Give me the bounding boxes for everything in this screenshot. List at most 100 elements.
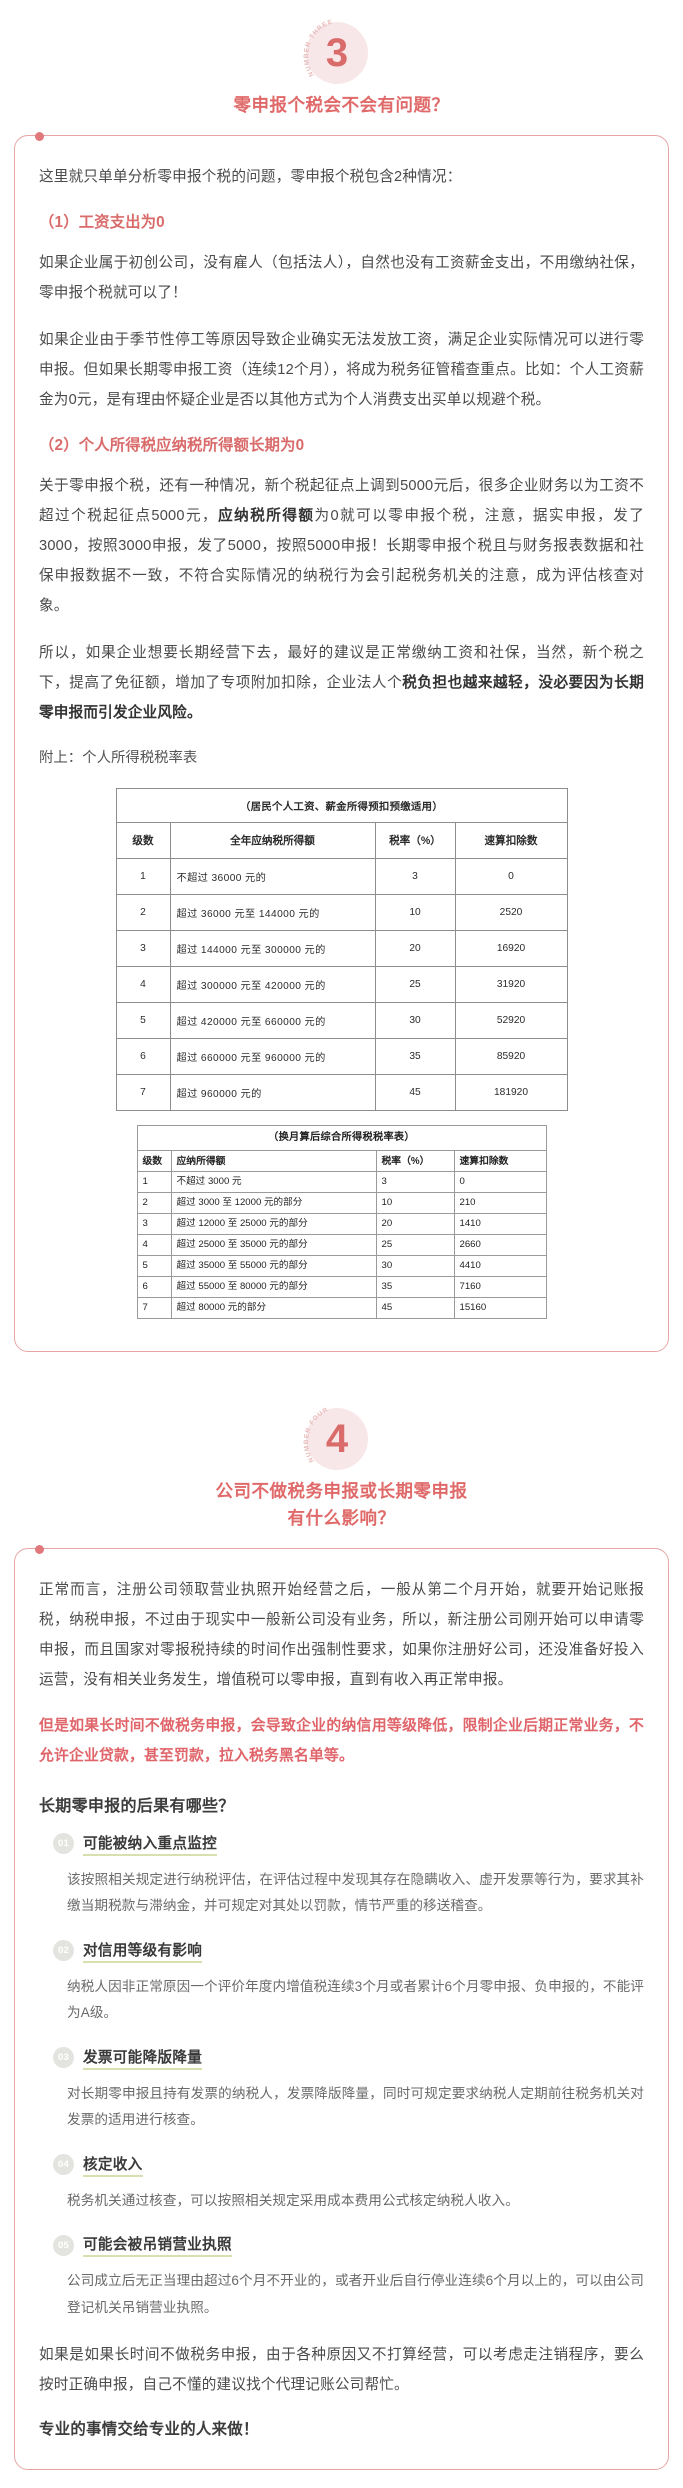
table-row: 7 超过 80000 元的部分 45 15160 xyxy=(136,1297,547,1319)
sub2-p1-text-b: 为0就可以零申报个税，注意，据实申报，发了3000，按照3000申报，发了500… xyxy=(39,507,645,614)
tax-table-1-caption-row: （居民个人工资、薪金所得预扣预缴适用） xyxy=(115,788,568,824)
tax-table-2-caption-row: （换月算后综合所得税税率表） xyxy=(136,1125,547,1152)
tax-table-2-caption: （换月算后综合所得税税率表） xyxy=(136,1125,547,1152)
badge-circle-shape xyxy=(305,22,368,84)
section-4-header: NUMBER FOUR 4 公司不做税务申报或长期零申报 有什么影响？ xyxy=(0,1386,683,1542)
section-4-paragraph-1: 正常而言，注册公司领取营业执照开始经营之后，一般从第二个月开始，就要开始记账报税… xyxy=(39,1582,644,1689)
cell-amount: 超过 420000 元至 660000 元的 xyxy=(169,1002,376,1040)
section-4-warning-text: 但是如果长时间不做税务申报，会导致企业的纳信用等级降低，限制企业后期正常业务，不… xyxy=(39,1718,644,1765)
th-level: 级数 xyxy=(115,822,171,860)
table-row: 1 不超过 3000 元 3 0 xyxy=(136,1171,547,1194)
cell-deduction: 85920 xyxy=(454,1038,568,1076)
influence-item-head: 03 发票可能降版降量 xyxy=(39,2046,644,2070)
influence-item-head: 04 核定收入 xyxy=(39,2153,644,2177)
cell-amount: 超过 3000 至 12000 元的部分 xyxy=(170,1192,377,1215)
table-row: 7 超过 960000 元的 45 181920 xyxy=(115,1074,568,1112)
cell-level: 6 xyxy=(136,1276,172,1299)
cell-rate: 35 xyxy=(374,1038,456,1076)
cell-amount: 超过 55000 至 80000 元的部分 xyxy=(170,1276,377,1299)
th-rate: 税率（%） xyxy=(374,822,456,860)
section-4-title: 公司不做税务申报或长期零申报 有什么影响？ xyxy=(0,1478,683,1542)
item-body: 税务机关通过核查，可以按照相关规定采用成本费用公式核定纳税人收入。 xyxy=(67,2192,519,2208)
cell-rate: 20 xyxy=(375,1213,455,1236)
section-4-title-line-1: 公司不做税务申报或长期零申报 xyxy=(215,1480,468,1501)
section-4-title-line-2: 有什么影响？ xyxy=(287,1508,396,1529)
section-4-paragraph-last: 如果是如果长时间不做税务申报，由于各种原因又不打算经营，可以考虑走注销程序，要么… xyxy=(39,2347,644,2394)
tax-table-2-body: （换月算后综合所得税税率表） 级数 应纳所得额 税率（%） 速算扣除数 1 不超… xyxy=(136,1125,547,1319)
table-row: 3 超过 12000 至 25000 元的部分 20 1410 xyxy=(136,1213,547,1236)
sub2-p1-emphasis: 应纳税所得额 xyxy=(218,507,315,524)
table-row: 2 超过 36000 元至 144000 元的 10 2520 xyxy=(115,894,568,932)
section-spacer xyxy=(0,1352,683,1386)
cell-amount: 超过 144000 元至 300000 元的 xyxy=(169,930,376,968)
cell-amount: 超过 36000 元至 144000 元的 xyxy=(169,894,376,932)
section-4-question: 长期零申报的后果有哪些？ xyxy=(39,1797,235,1815)
section-3-sub2-heading: （2）个人所得税应纳税所得额长期为0 xyxy=(39,437,305,455)
section-3-sub1-heading: （1）工资支出为0 xyxy=(39,214,165,232)
item-title: 核定收入 xyxy=(83,2153,143,2177)
table-row: 6 超过 660000 元至 960000 元的 35 85920 xyxy=(115,1038,568,1076)
cell-rate: 10 xyxy=(374,894,456,932)
item-body: 对长期零申报且持有发票的纳税人，发票降版降量，同时可规定要求纳税人定期前往税务机… xyxy=(67,2085,644,2128)
influence-item-head: 05 可能会被吊销营业执照 xyxy=(39,2233,644,2258)
table-row: 5 超过 420000 元至 660000 元的 30 52920 xyxy=(115,1002,568,1040)
cell-level: 1 xyxy=(136,1171,172,1194)
cell-deduction: 4410 xyxy=(453,1255,547,1278)
th-deduction: 速算扣除数 xyxy=(453,1150,547,1173)
table-row: 6 超过 55000 至 80000 元的部分 35 7160 xyxy=(136,1276,547,1299)
cell-amount: 超过 960000 元的 xyxy=(169,1074,376,1112)
cell-level: 3 xyxy=(136,1213,172,1236)
cell-level: 6 xyxy=(115,1038,171,1076)
badge-number-3: 3 xyxy=(325,31,348,75)
section-3-sub2-paragraph-1: 关于零申报个税，还有一种情况，新个税起征点上调到5000元后，很多企业财务以为工… xyxy=(39,471,644,621)
cell-level: 2 xyxy=(115,894,171,932)
section-3-sub1-paragraph-1: 如果企业属于初创公司，没有雇人（包括法人），自然也没有工资薪金支出，不用缴纳社保… xyxy=(39,254,644,301)
item-body: 纳税人因非正常原因一个评价年度内增值税连续3个月或者累计6个月零申报、负申报的，… xyxy=(67,1978,644,2021)
cell-level: 3 xyxy=(115,930,171,968)
item-title: 可能被纳入重点监控 xyxy=(83,1832,218,1856)
cell-level: 1 xyxy=(115,858,171,896)
item-number-badge: 04 xyxy=(53,2154,74,2176)
cell-deduction: 1410 xyxy=(453,1213,547,1236)
sub2-p2-text-a: 所以，如果企业想要长期经营下去，最好的建议是正常缴纳工资和社保，当然，新个税之下… xyxy=(39,644,644,691)
cell-level: 5 xyxy=(136,1255,172,1278)
cell-rate: 45 xyxy=(375,1297,455,1319)
cell-rate: 30 xyxy=(375,1255,455,1278)
tax-table-monthly: （换月算后综合所得税税率表） 级数 应纳所得额 税率（%） 速算扣除数 1 不超… xyxy=(136,1125,547,1319)
table-row: 5 超过 35000 至 55000 元的部分 30 4410 xyxy=(136,1255,547,1278)
cell-level: 7 xyxy=(115,1074,171,1112)
cell-rate: 25 xyxy=(375,1234,455,1257)
cell-amount: 超过 35000 至 55000 元的部分 xyxy=(170,1255,377,1278)
cell-amount: 不超过 3000 元 xyxy=(170,1171,377,1194)
section-4-panel: 正常而言，注册公司领取营业执照开始经营之后，一般从第二个月开始，就要开始记账报税… xyxy=(14,1544,669,2471)
item-number-badge: 03 xyxy=(53,2047,74,2069)
cell-level: 2 xyxy=(136,1192,172,1215)
cell-deduction: 2660 xyxy=(453,1234,547,1257)
th-amount: 全年应纳税所得额 xyxy=(169,822,376,860)
sub2-p1-text-a: 关于零申报个税，还有一种情况，新个税起征点上调到5000元后，很多企业财务以为工… xyxy=(39,477,644,524)
influence-item-head: 02 对信用等级有影响 xyxy=(39,1939,644,1963)
tax-table-2-header-row: 级数 应纳所得额 税率（%） 速算扣除数 xyxy=(136,1150,547,1173)
section-3-title: 零申报个税会不会有问题？ xyxy=(233,95,450,115)
table-row: 4 超过 300000 元至 420000 元的 25 31920 xyxy=(115,966,568,1004)
list-item: 02 对信用等级有影响 纳税人因非正常原因一个评价年度内增值税连续3个月或者累计… xyxy=(39,1939,644,2027)
cell-amount: 超过 80000 元的部分 xyxy=(170,1297,377,1319)
cell-level: 7 xyxy=(136,1297,172,1319)
panel-accent-dot xyxy=(35,1544,44,1554)
cell-deduction: 210 xyxy=(453,1192,547,1215)
tax-table-1-caption: （居民个人工资、薪金所得预扣预缴适用） xyxy=(115,788,568,824)
table-row: 4 超过 25000 至 35000 元的部分 25 2660 xyxy=(136,1234,547,1257)
cell-rate: 25 xyxy=(374,966,456,1004)
cell-deduction: 15160 xyxy=(453,1297,547,1319)
cell-deduction: 0 xyxy=(454,858,568,896)
tax-table-1-body: （居民个人工资、薪金所得预扣预缴适用） 级数 全年应纳税所得额 税率（%） 速算… xyxy=(115,788,568,1112)
section-3-sub2-paragraph-2: 所以，如果企业想要长期经营下去，最好的建议是正常缴纳工资和社保，当然，新个税之下… xyxy=(39,638,644,728)
section-3-panel: 这里就只单单分析零申报个税的问题，零申报个税包含2种情况： （1）工资支出为0 … xyxy=(14,131,669,1352)
tax-table-1-header-row: 级数 全年应纳税所得额 税率（%） 速算扣除数 xyxy=(115,822,568,860)
item-title: 发票可能降版降量 xyxy=(83,2046,203,2070)
item-number-badge: 01 xyxy=(53,1833,74,1855)
cell-level: 4 xyxy=(115,966,171,1004)
section-3-badge: NUMBER THREE 3 xyxy=(300,18,384,96)
cell-rate: 30 xyxy=(374,1002,456,1040)
item-title: 对信用等级有影响 xyxy=(83,1939,203,1963)
